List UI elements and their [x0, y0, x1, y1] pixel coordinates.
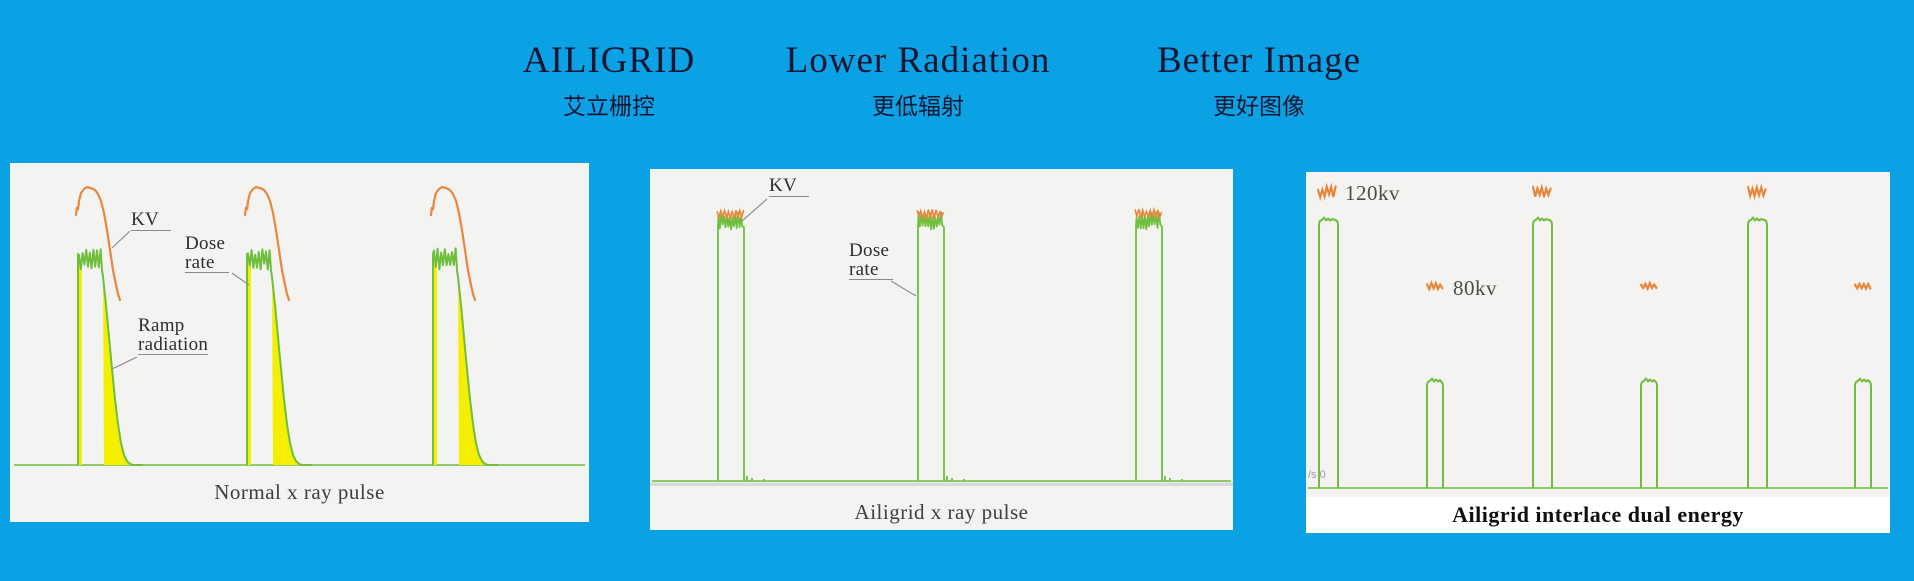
dose-rate-curve	[77, 248, 143, 466]
mark-120kv	[1531, 183, 1552, 199]
mark-80kv	[1639, 280, 1658, 292]
pulse-80kv	[1854, 377, 1872, 488]
subtitle-ailigrid-zh: 艾立栅控	[563, 94, 655, 120]
kv-noise	[716, 207, 745, 221]
dose-rate-pulse	[717, 211, 765, 481]
dose-rate-pulse	[1135, 211, 1183, 481]
title-lower-radiation: Lower Radiation	[785, 40, 1051, 81]
panel-normal-x-ray-pulse: KV Dose rate Ramp radiation Normal x ray…	[10, 163, 589, 522]
title-block-lower-radiation: Lower Radiation 更低辐射	[786, 42, 1051, 119]
dose-rate-annotation: Dose rate	[849, 241, 893, 280]
ramp-fall-fill	[103, 277, 133, 465]
kv-curve	[429, 185, 477, 302]
label-120kv: 120kv	[1345, 181, 1400, 205]
pulse-80kv	[1640, 377, 1658, 488]
pulse-80kv	[1426, 377, 1444, 488]
caption-strip: Ailigrid interlace dual energy	[1306, 497, 1890, 533]
ramp-fall-fill	[272, 277, 302, 465]
pulse-120kv	[1747, 216, 1768, 488]
caption-ailigrid-x-ray-pulse: Ailigrid x ray pulse	[854, 500, 1029, 524]
kv-curve	[74, 185, 122, 302]
ramp-fall-fill	[458, 277, 488, 465]
title-better-image: Better Image	[1156, 40, 1362, 81]
caption-normal-x-ray-pulse: Normal x ray pulse	[214, 480, 385, 504]
caption-dual-energy: Ailigrid interlace dual energy	[1452, 502, 1744, 527]
leader-line	[890, 280, 917, 297]
pulse-120kv	[1318, 216, 1339, 488]
leader-line	[111, 356, 138, 370]
mark-120kv	[1316, 182, 1337, 202]
scale-text: /s 0	[1308, 469, 1326, 481]
kv-noise	[1134, 206, 1163, 221]
dose-rate-annotation: Dose rate	[185, 234, 229, 273]
kv-annotation-text: KV	[131, 210, 172, 231]
kv-annotation: KV	[131, 210, 172, 231]
panel-ailigrid-interlace-dual-energy: 120kv 80kv /s 0 Ailigrid interlace dual …	[1306, 172, 1890, 533]
dose-rate-curve	[246, 248, 312, 466]
subtitle-lower-radiation-zh: 更低辐射	[872, 94, 964, 120]
mark-80kv	[1425, 279, 1444, 292]
subtitle-better-image-zh: 更好图像	[1212, 94, 1305, 120]
baseline-shadow	[650, 482, 1233, 486]
leader-line	[741, 198, 768, 222]
dual-energy-chart	[1308, 182, 1888, 489]
kv-annotation-text: KV	[769, 176, 810, 197]
pulse-120kv	[1532, 216, 1553, 488]
mark-120kv	[1746, 183, 1767, 201]
leader-line	[111, 230, 131, 249]
title-ailigrid: AILIGRID	[522, 40, 696, 81]
ailigrid-x-ray-pulse-chart	[650, 198, 1233, 486]
dose-rate-curve	[432, 247, 498, 466]
ramp-radiation-annotation: Ramp radiation	[138, 315, 209, 355]
kv-noise	[916, 208, 945, 221]
title-block-ailigrid: AILIGRID 艾立栅控	[523, 42, 695, 119]
title-block-better-image: Better Image 更好图像	[1157, 42, 1361, 119]
label-80kv: 80kv	[1453, 276, 1497, 300]
normal-x-ray-pulse-chart	[14, 185, 585, 466]
kv-annotation: KV	[769, 176, 810, 197]
dose-rate-pulse	[917, 211, 965, 481]
leader-line	[231, 272, 250, 286]
panel-ailigrid-x-ray-pulse: KV Dose rate Ailigrid x ray pulse	[650, 169, 1233, 530]
mark-80kv	[1853, 281, 1872, 291]
kv-curve	[243, 185, 291, 302]
